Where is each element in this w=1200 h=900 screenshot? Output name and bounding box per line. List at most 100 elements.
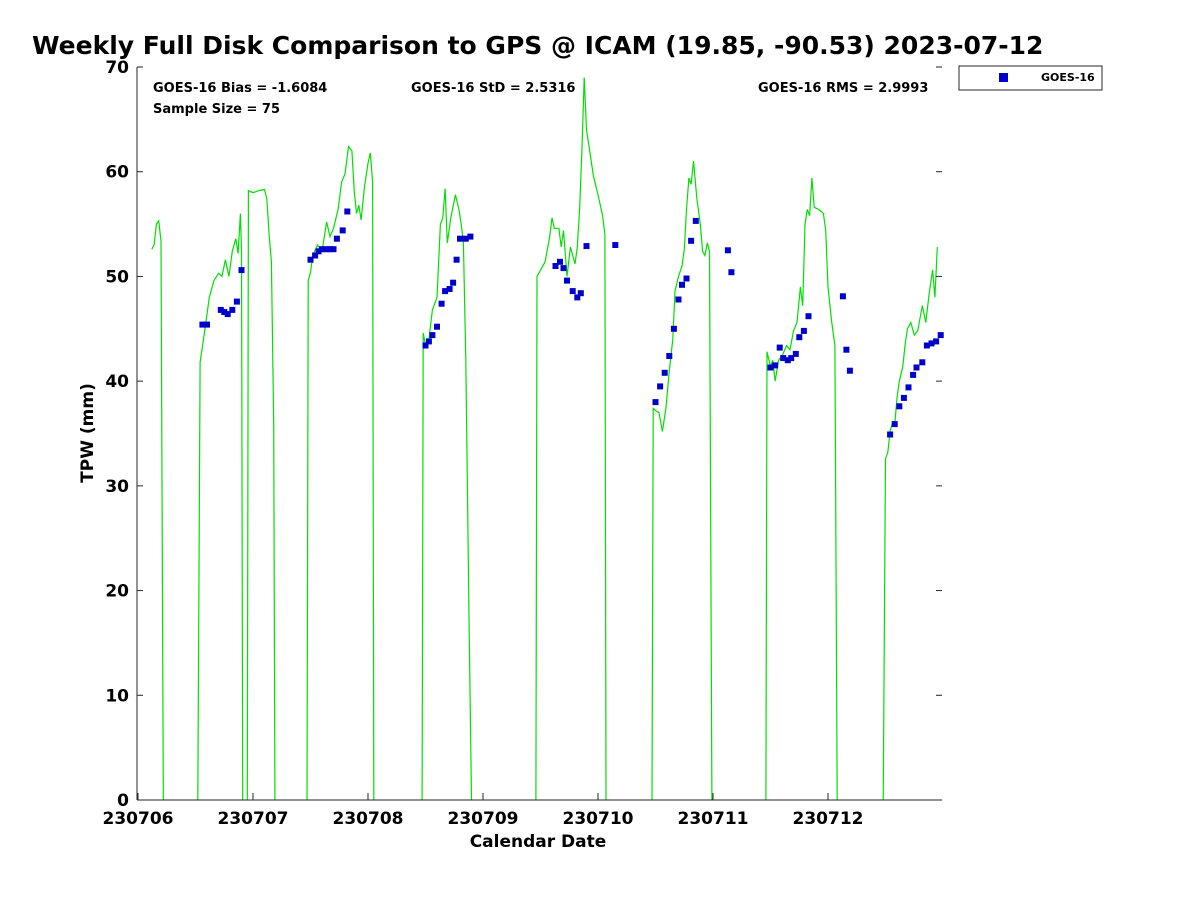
goes-16-point bbox=[238, 267, 245, 274]
gps-line-segment bbox=[535, 77, 607, 801]
y-tick-label: 30 bbox=[105, 477, 129, 497]
goes-16-point bbox=[434, 323, 440, 330]
goes-16-point bbox=[560, 265, 567, 272]
goes-16-point bbox=[891, 421, 898, 428]
gps-line-segment bbox=[197, 213, 244, 801]
stat-bias: GOES-16 Bias = -1.6084 bbox=[153, 81, 327, 96]
legend-label-goes-16: GOES-16 bbox=[1041, 71, 1095, 84]
goes-16-point bbox=[796, 334, 803, 341]
x-tick-label: 230711 bbox=[678, 809, 749, 829]
x-axis-label: Calendar Date bbox=[470, 832, 607, 852]
x-tick-label: 230708 bbox=[333, 809, 404, 829]
goes-16-point bbox=[199, 321, 206, 328]
x-tick-label: 230707 bbox=[218, 809, 289, 829]
goes-16-point bbox=[780, 355, 787, 362]
goes-16-point bbox=[776, 344, 783, 351]
y-tick-label: 40 bbox=[105, 372, 129, 392]
goes-16-point bbox=[652, 399, 659, 406]
y-tick-label: 60 bbox=[105, 163, 129, 183]
goes-16-point bbox=[666, 353, 673, 359]
gps-line-segment bbox=[151, 219, 164, 801]
x-tick-label: 230710 bbox=[563, 809, 634, 829]
goes-16-point bbox=[923, 342, 930, 349]
goes-16-point bbox=[552, 263, 559, 269]
goes-16-point bbox=[462, 235, 469, 242]
goes-16-point bbox=[315, 248, 322, 255]
stat-rms: GOES-16 RMS = 2.9993 bbox=[758, 81, 928, 96]
goes-16-point bbox=[577, 290, 584, 297]
goes-16-point bbox=[675, 296, 682, 303]
goes-16-point bbox=[724, 247, 731, 254]
gps-line-segment bbox=[651, 161, 713, 801]
goes-16-point bbox=[839, 293, 846, 300]
goes-16-point bbox=[557, 258, 563, 265]
gps-line-segment bbox=[765, 177, 838, 801]
goes-16-point bbox=[217, 306, 224, 313]
axes bbox=[136, 67, 942, 801]
goes-16-point bbox=[913, 364, 920, 371]
goes-16-point bbox=[937, 332, 944, 339]
goes-16-point bbox=[323, 246, 330, 253]
goes-16-point bbox=[425, 338, 432, 345]
goes-16-point bbox=[688, 237, 695, 244]
y-tick-label: 50 bbox=[105, 267, 129, 287]
legend: GOES-16 bbox=[958, 65, 1103, 91]
goes-16-point bbox=[805, 313, 812, 320]
goes-16-point bbox=[846, 367, 853, 374]
goes-16-point bbox=[905, 384, 912, 391]
x-tick-label: 230709 bbox=[448, 809, 519, 829]
stat-std: GOES-16 StD = 2.5316 bbox=[411, 81, 575, 96]
goes-16-point bbox=[446, 286, 453, 292]
plot-area bbox=[137, 67, 942, 800]
legend-box bbox=[958, 65, 1103, 91]
goes-16-point bbox=[910, 371, 917, 378]
goes-16-point bbox=[429, 332, 436, 339]
goes-16-point bbox=[422, 342, 429, 349]
goes-16-point bbox=[307, 256, 314, 263]
stat-sample-size: Sample Size = 75 bbox=[153, 102, 280, 117]
legend-marker-goes-16 bbox=[999, 73, 1008, 82]
goes-16-point bbox=[612, 242, 619, 248]
goes-16-point bbox=[928, 340, 935, 347]
y-tick-label: 0 bbox=[117, 791, 129, 811]
goes-16-point bbox=[574, 294, 581, 301]
goes-16-point bbox=[661, 369, 668, 376]
gps-line-segment bbox=[246, 188, 276, 801]
goes-16-point bbox=[339, 227, 346, 234]
goes-marker-layer bbox=[199, 208, 944, 438]
goes-16-point bbox=[887, 431, 894, 438]
goes-16-point bbox=[453, 256, 460, 263]
goes-16-point bbox=[221, 309, 228, 315]
goes-16-point bbox=[683, 275, 690, 282]
y-ticks: 0 10 20 30 40 50 60 70 bbox=[105, 58, 942, 811]
goes-16-point bbox=[229, 306, 236, 313]
goes-16-point bbox=[467, 233, 474, 240]
y-tick-label: 10 bbox=[105, 686, 129, 706]
goes-16-point bbox=[569, 288, 576, 295]
y-tick-label: 70 bbox=[105, 58, 129, 78]
goes-16-point bbox=[919, 359, 926, 366]
y-axis-label: TPW (mm) bbox=[78, 383, 98, 483]
goes-16-point bbox=[564, 277, 570, 284]
goes-16-point bbox=[670, 325, 677, 332]
goes-16-point bbox=[933, 338, 940, 345]
goes-16-point bbox=[728, 269, 735, 276]
goes-16-point bbox=[312, 252, 319, 259]
goes-16-point bbox=[327, 246, 333, 253]
goes-16-point bbox=[772, 362, 779, 369]
goes-16-point bbox=[450, 279, 457, 286]
goes-16-point bbox=[679, 281, 685, 288]
x-tick-label: 230712 bbox=[793, 809, 864, 829]
goes-16-point bbox=[800, 327, 807, 334]
gps-line-segment bbox=[882, 247, 938, 801]
goes-16-point bbox=[900, 394, 907, 401]
goes-16-point bbox=[204, 321, 210, 328]
goes-16-point bbox=[438, 300, 445, 307]
goes-16-point bbox=[767, 364, 774, 371]
goes-16-point bbox=[233, 298, 240, 305]
goes-16-point bbox=[896, 403, 903, 410]
goes-16-point bbox=[843, 346, 850, 353]
goes-16-point bbox=[224, 311, 231, 318]
goes-16-point bbox=[457, 235, 463, 242]
